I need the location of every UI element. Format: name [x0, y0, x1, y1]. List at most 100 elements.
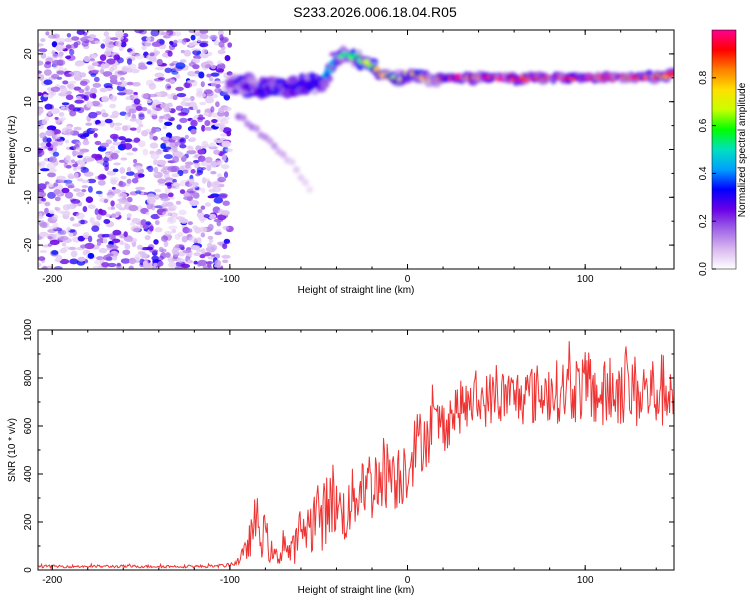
- noise-speckle: [207, 235, 214, 240]
- noise-speckle: [66, 226, 71, 232]
- snr-panel: -200 -100 0 100 0 200 400 600 800 1000 Height of…: [7, 318, 675, 596]
- noise-speckle: [126, 213, 132, 218]
- noise-speckle: [172, 156, 180, 163]
- noise-speckle: [192, 159, 200, 163]
- track-halo: [319, 79, 330, 88]
- noise-speckle: [96, 213, 102, 221]
- noise-speckle: [55, 37, 66, 44]
- noise-speckle: [184, 134, 189, 140]
- noise-speckle: [107, 194, 114, 199]
- noise-speckle: [134, 54, 145, 60]
- noise-speckle: [203, 112, 210, 116]
- noise-speckle: [207, 223, 214, 231]
- noise-speckle: [101, 112, 109, 118]
- noise-speckle: [69, 110, 77, 117]
- noise-speckle: [190, 73, 201, 77]
- snr-x-label: Height of straight line (km): [298, 585, 415, 596]
- noise-speckle: [118, 200, 129, 205]
- noise-speckle: [49, 210, 55, 215]
- noise-speckle: [183, 49, 192, 57]
- noise-speckle: [115, 40, 122, 48]
- noise-speckle: [64, 139, 70, 144]
- noise-speckle: [134, 165, 143, 171]
- noise-speckle: [214, 259, 221, 267]
- noise-speckle: [169, 79, 176, 85]
- noise-speckle: [164, 231, 173, 236]
- noise-speckle: [81, 179, 90, 184]
- noise-speckle: [114, 81, 123, 85]
- noise-speckle: [196, 237, 202, 244]
- noise-speckle: [38, 43, 44, 47]
- noise-speckle: [190, 169, 196, 174]
- noise-speckle: [168, 225, 178, 230]
- noise-speckle: [222, 259, 229, 264]
- noise-speckle: [101, 233, 111, 238]
- noise-speckle: [116, 262, 122, 267]
- noise-speckle: [44, 115, 50, 122]
- noise-speckle: [163, 154, 173, 160]
- noise-speckle: [136, 244, 143, 250]
- noise-speckle: [83, 55, 91, 63]
- noise-speckle: [188, 42, 195, 47]
- noise-speckle: [134, 30, 144, 34]
- noise-speckle: [177, 231, 184, 238]
- noise-speckle: [120, 189, 127, 194]
- noise-speckle: [133, 137, 141, 143]
- noise-speckle: [74, 62, 84, 67]
- noise-speckle: [112, 255, 118, 261]
- noise-speckle: [187, 259, 194, 264]
- noise-speckle: [97, 179, 106, 186]
- noise-speckle: [206, 165, 212, 172]
- noise-speckle: [207, 261, 212, 268]
- noise-speckle: [104, 50, 112, 57]
- noise-speckle: [140, 219, 147, 226]
- noise-speckle: [52, 141, 59, 147]
- noise-speckle: [109, 145, 116, 152]
- noise-speckle: [182, 97, 192, 102]
- noise-speckle: [155, 66, 164, 71]
- noise-speckle: [179, 189, 186, 195]
- noise-speckle: [157, 178, 166, 184]
- noise-speckle: [72, 223, 82, 227]
- noise-speckle: [167, 50, 173, 57]
- noise-speckle: [46, 125, 57, 131]
- noise-speckle: [175, 200, 182, 205]
- noise-speckle: [134, 253, 140, 260]
- noise-speckle: [222, 243, 228, 250]
- noise-speckle: [51, 41, 58, 48]
- noise-speckle: [68, 232, 74, 237]
- noise-speckle: [171, 248, 179, 255]
- noise-speckle: [129, 127, 137, 131]
- noise-speckle: [115, 203, 123, 209]
- noise-speckle: [149, 52, 155, 57]
- noise-speckle: [137, 140, 146, 148]
- noise-speckle: [128, 265, 134, 269]
- noise-speckle: [112, 168, 119, 173]
- noise-speckle: [190, 119, 198, 127]
- y-tick-label: 400: [23, 465, 34, 482]
- noise-speckle: [145, 246, 154, 251]
- noise-speckle: [175, 86, 184, 91]
- noise-speckle: [38, 48, 48, 53]
- noise-speckle: [70, 250, 78, 258]
- noise-speckle: [217, 214, 227, 221]
- noise-speckle: [200, 205, 206, 210]
- noise-speckle: [89, 58, 96, 62]
- noise-speckle: [128, 258, 137, 265]
- noise-speckle: [54, 138, 62, 142]
- noise-speckle: [79, 72, 87, 78]
- noise-speckle: [160, 103, 170, 109]
- noise-speckle: [172, 94, 178, 101]
- noise-speckle: [127, 63, 137, 71]
- noise-speckle: [193, 54, 202, 60]
- noise-speckle: [107, 262, 117, 268]
- noise-speckle: [82, 140, 90, 146]
- noise-speckle: [144, 235, 151, 241]
- noise-speckle: [135, 118, 143, 125]
- noise-speckle: [53, 189, 61, 195]
- noise-speckle: [190, 128, 197, 135]
- noise-speckle: [196, 249, 203, 253]
- track-core: [297, 174, 305, 182]
- noise-speckle: [111, 213, 117, 218]
- noise-speckle: [205, 64, 212, 69]
